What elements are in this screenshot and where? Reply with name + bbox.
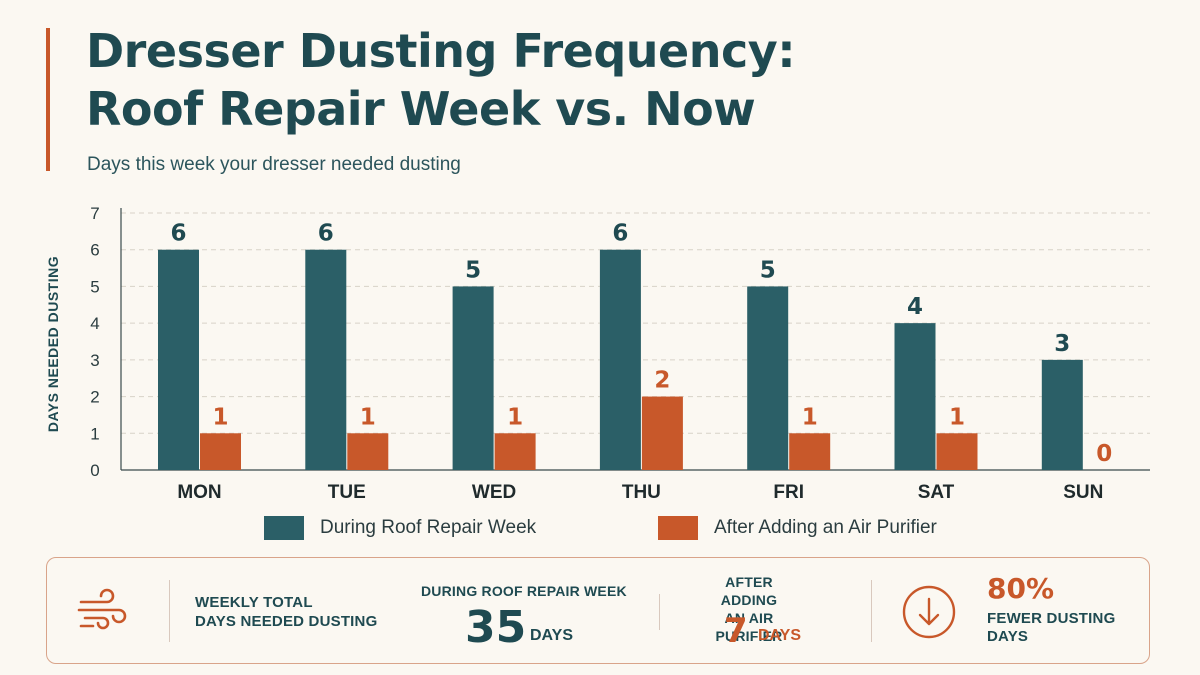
y-tick-label: 5 [90,277,99,296]
bar-before [158,249,199,470]
bar-after [200,433,241,470]
bar-before [747,286,789,470]
y-tick-label: 6 [90,241,99,260]
summary-after-label: AFTER ADDING AN AIR PURIFIER [697,573,801,645]
legend-swatch-after [658,516,698,540]
data-label-before: 3 [1054,331,1070,357]
y-tick-label: 4 [90,314,99,333]
data-label-after: 1 [507,404,523,430]
title-line-1: Dresser Dusting Frequency: [86,24,796,78]
legend-item-after: After Adding an Air Purifier [658,516,937,540]
y-tick-label: 0 [90,461,99,480]
bar-before [599,249,641,470]
data-label-after: 1 [802,404,818,430]
x-tick-label: TUE [328,482,366,503]
data-label-before: 5 [760,257,776,283]
summary-total-label: WEEKLY TOTAL DAYS NEEDED DUSTING [195,593,377,631]
bar-chart: 0 1 2 3 4 5 6 7 DAYS NEEDED DUSTING 6 1 MON 6 1 TUE 5 1 W… [45,204,1150,503]
summary-total-label-line1: WEEKLY TOTAL [195,594,313,611]
legend-swatch-before [264,516,304,540]
data-label-after: 2 [654,368,670,394]
summary-total-label-line2: DAYS NEEDED DUSTING [195,613,378,630]
summary-before-unit: DAYS [530,627,573,644]
summary-panel: WEEKLY TOTAL DAYS NEEDED DUSTING DURING … [46,557,1150,664]
page-title: Dresser Dusting Frequency: Roof Repair W… [86,22,796,138]
summary-divider-3 [871,580,872,642]
summary-reduction-label-line2: DAYS [987,628,1029,645]
summary-after-value: 7 [724,611,748,651]
x-tick-label: SUN [1063,482,1103,503]
y-tick-label: 3 [90,351,99,370]
bar-after [936,433,978,470]
title-accent-bar [46,28,50,171]
summary-before-label: DURING ROOF REPAIR WEEK [421,583,627,599]
bar-before [894,323,936,470]
summary-reduction-value: 80% [987,572,1055,605]
data-label-before: 4 [907,294,923,320]
data-label-after: 1 [949,404,965,430]
x-tick-label: SAT [918,482,955,503]
legend-label-after: After Adding an Air Purifier [714,517,937,538]
x-tick-label: FRI [773,482,804,503]
summary-reduction-label: FEWER DUSTING DAYS [987,610,1115,646]
chart-legend: During Roof Repair Week After Adding an … [0,516,1200,542]
title-line-2: Roof Repair Week vs. Now [86,82,756,136]
bar-before [452,286,494,470]
x-tick-label: MON [177,482,221,503]
y-tick-label: 7 [90,204,99,223]
summary-after-unit: DAYS [758,627,801,644]
bar-before [1041,359,1083,470]
y-tick-label: 2 [90,388,99,407]
summary-reduction-label-line1: FEWER DUSTING [987,610,1116,627]
x-tick-label: WED [472,482,516,503]
data-label-before: 6 [170,221,186,247]
arrow-down-circle-icon [902,585,956,639]
data-label-after: 0 [1096,441,1112,467]
data-label-before: 6 [318,221,334,247]
summary-before-value: 35 [465,602,527,653]
summary-divider-2 [659,594,660,630]
bar-after [789,433,831,470]
legend-label-before: During Roof Repair Week [320,517,537,538]
bar-after [494,433,536,470]
legend-item-before: During Roof Repair Week [264,516,536,540]
x-tick-label: THU [622,482,661,503]
y-axis-title: DAYS NEEDED DUSTING [45,256,61,432]
bar-after [641,396,683,470]
data-label-after: 1 [360,404,376,430]
data-label-after: 1 [212,404,228,430]
wind-icon [77,588,127,630]
chart-subtitle: Days this week your dresser needed dusti… [87,154,461,175]
data-label-before: 6 [612,221,628,247]
summary-after-label-line2: AN AIR PURIFIER [715,610,783,644]
y-tick-label: 1 [90,424,99,443]
bar-before [305,249,347,470]
summary-divider-1 [169,580,170,642]
summary-after-label-line1: AFTER ADDING [720,574,778,608]
data-label-before: 5 [465,257,481,283]
bar-after [347,433,389,470]
